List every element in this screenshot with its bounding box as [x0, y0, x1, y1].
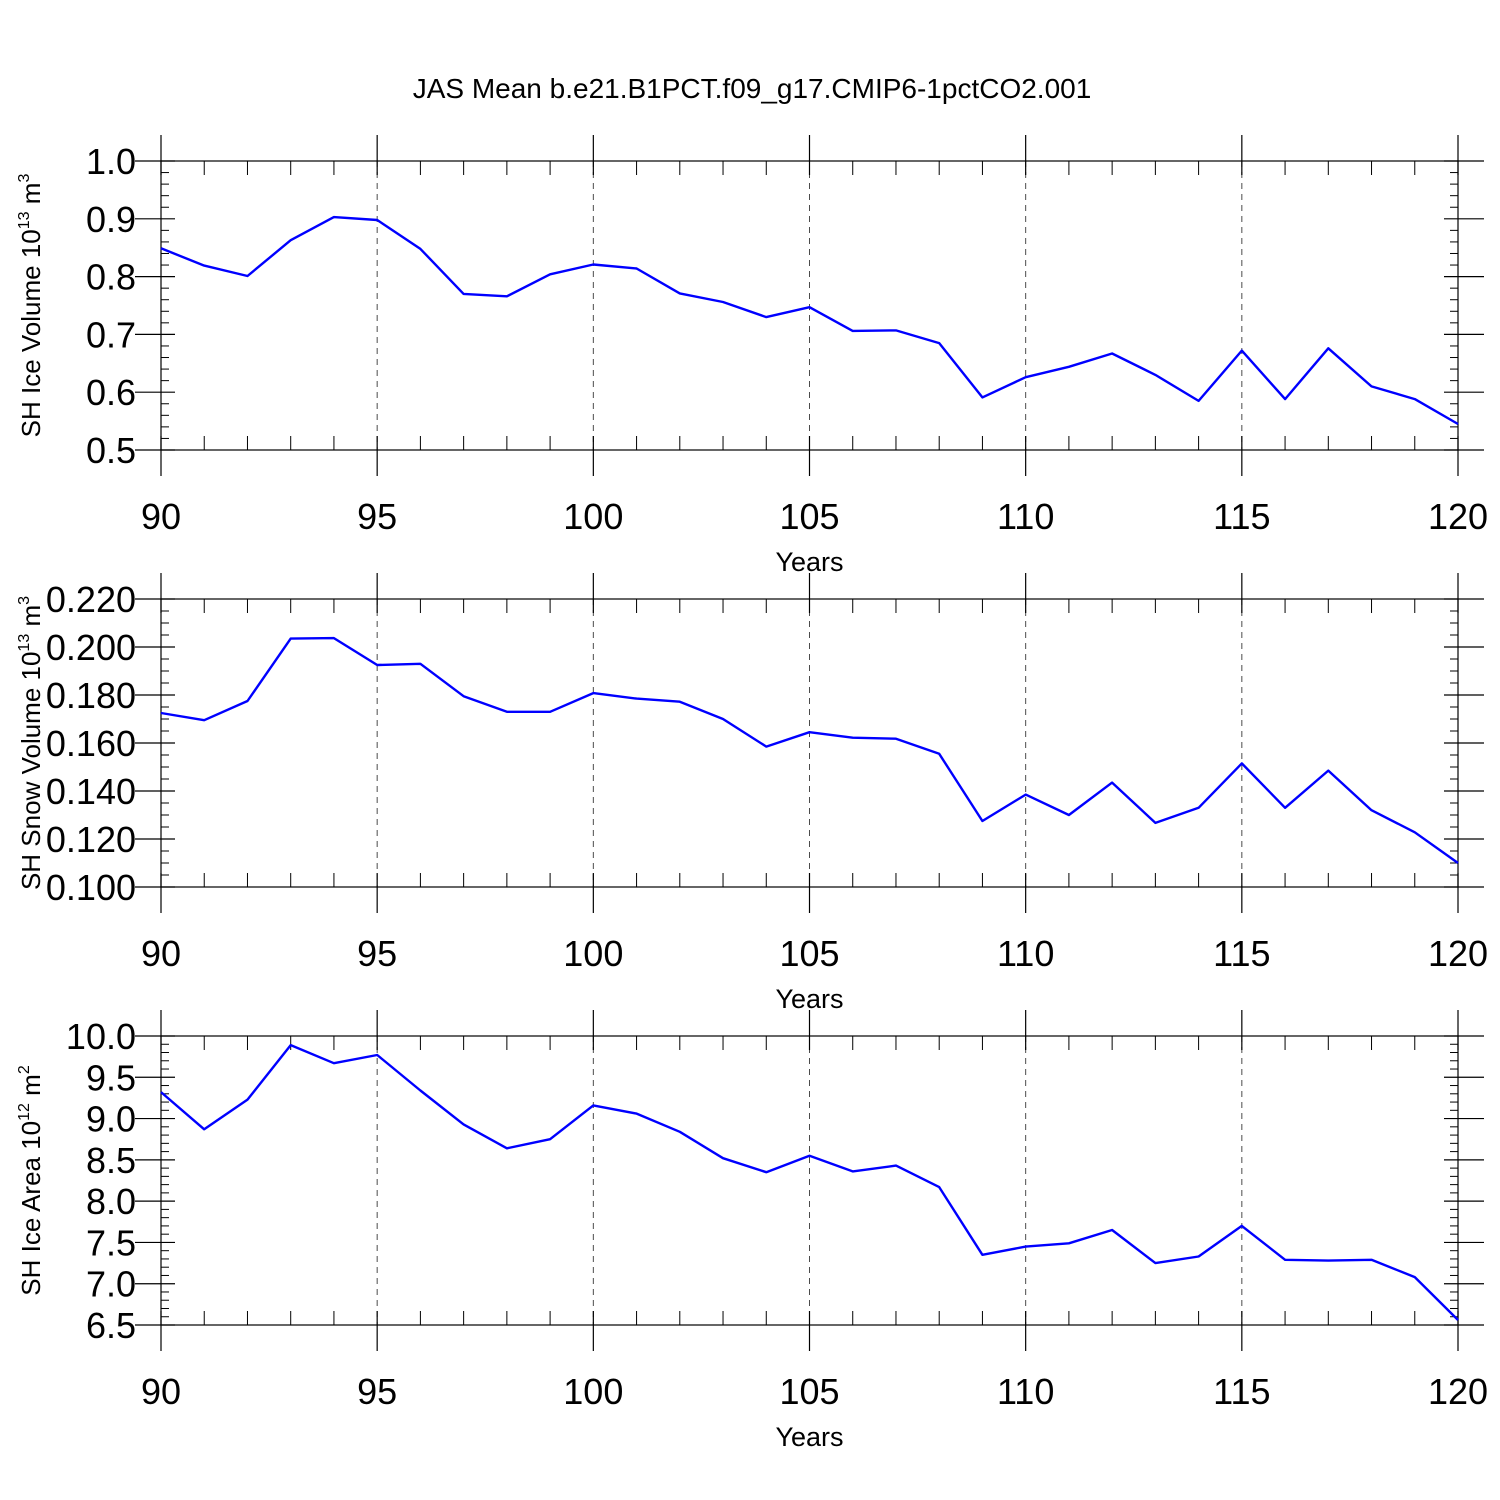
panel2-plot-frame	[160, 598, 1459, 888]
panel3-y-tick-label: 6.5	[86, 1305, 136, 1346]
panel2-x-axis-title: Years	[775, 984, 843, 1014]
panel1-x-axis-title: Years	[775, 547, 843, 577]
panel1-y-tick-label: 0.7	[86, 314, 136, 355]
panel3-plot-frame	[160, 1035, 1459, 1326]
panel3-series-line	[160, 1043, 1459, 1321]
panel3-x-tick-label: 110	[997, 1371, 1054, 1412]
panel1-y-tick-label: 0.8	[86, 257, 136, 298]
panel1-x-tick-label: 120	[1428, 496, 1488, 537]
panel2-series-line	[160, 636, 1459, 864]
panel3-y-tick-label: 9.0	[86, 1099, 136, 1140]
panel1-x-tick-label: 105	[779, 496, 839, 537]
panel3-x-axis-title: Years	[775, 1422, 843, 1452]
panel1-x-tick-label: 115	[1213, 496, 1270, 537]
panel3-x-tick-label: 90	[141, 1371, 181, 1412]
panel2-y-tick-label: 0.100	[46, 867, 136, 908]
panel1-series-line	[160, 215, 1459, 426]
panel1-y-tick-label: 0.9	[86, 199, 136, 240]
figure-title: JAS Mean b.e21.B1PCT.f09_g17.CMIP6-1pctC…	[413, 73, 1092, 104]
panel2-y-tick-label: 0.140	[46, 771, 136, 812]
panel3-x-tick-label: 115	[1213, 1371, 1270, 1412]
panel1-y-tick-label: 0.5	[86, 430, 136, 471]
panel2-x-tick-label: 95	[357, 933, 397, 974]
panel2-y-tick-label: 0.200	[46, 627, 136, 668]
panel2-y-tick-label: 0.180	[46, 675, 136, 716]
panel1-y-tick-label: 1.0	[86, 141, 136, 182]
panel3-y-tick-label: 7.0	[86, 1264, 136, 1305]
panel1-plot-frame	[160, 160, 1459, 451]
panel3-y-tick-label: 8.5	[86, 1140, 136, 1181]
panel3-x-tick-label: 105	[779, 1371, 839, 1412]
panel2-y-tick-label: 0.120	[46, 819, 136, 860]
panel1-x-tick-label: 110	[997, 496, 1054, 537]
panel1-x-tick-label: 100	[563, 496, 623, 537]
panel2-x-tick-label: 100	[563, 933, 623, 974]
panel1-y-axis-title: SH Ice Volume 1013 m3	[16, 174, 46, 438]
panel3-x-tick-label: 100	[563, 1371, 623, 1412]
panel3-y-tick-label: 7.5	[86, 1222, 136, 1263]
panel2-x-tick-label: 90	[141, 933, 181, 974]
panel3-y-tick-label: 8.0	[86, 1181, 136, 1222]
panel1-x-tick-label: 95	[357, 496, 397, 537]
panel2-y-tick-label: 0.220	[46, 579, 136, 620]
panel3-y-tick-label: 10.0	[66, 1016, 136, 1057]
panel2-x-tick-label: 105	[779, 933, 839, 974]
panel3-y-tick-label: 9.5	[86, 1057, 136, 1098]
panel1-y-tick-label: 0.6	[86, 372, 136, 413]
panel3-y-axis-title: SH Ice Area 1012 m2	[16, 1065, 46, 1296]
panel2-y-axis-title: SH Snow Volume 1013 m3	[16, 596, 46, 890]
panel2-y-tick-label: 0.160	[46, 723, 136, 764]
panel2-x-tick-label: 110	[997, 933, 1054, 974]
panel2-x-tick-label: 115	[1213, 933, 1270, 974]
panel3-x-tick-label: 95	[357, 1371, 397, 1412]
panel3-x-tick-label: 120	[1428, 1371, 1488, 1412]
panel1-x-tick-label: 90	[141, 496, 181, 537]
panel2-x-tick-label: 120	[1428, 933, 1488, 974]
